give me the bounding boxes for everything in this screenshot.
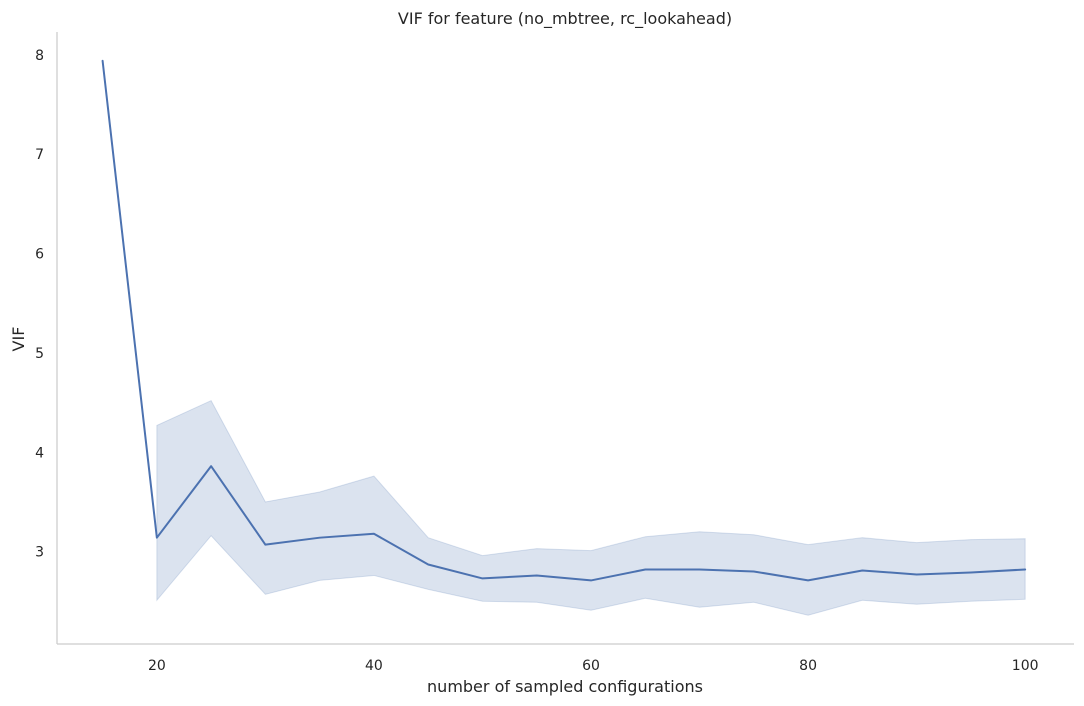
chart-title: VIF for feature (no_mbtree, rc_lookahead…	[398, 9, 732, 29]
y-tick-label: 7	[35, 147, 44, 163]
x-tick-label: 80	[799, 658, 817, 674]
confidence-band	[156, 399, 1026, 616]
series-line-layer	[101, 59, 1027, 582]
vif-series-line	[101, 59, 1027, 582]
y-tick-label: 3	[35, 545, 44, 561]
confidence-band-layer	[156, 399, 1026, 616]
x-tick-label: 20	[148, 658, 166, 674]
x-tick-labels: 20 40 60 80 100	[148, 658, 1039, 674]
y-tick-label: 6	[35, 247, 44, 263]
y-tick-label: 5	[35, 346, 44, 362]
y-tick-labels: 3 4 5 6 7 8	[35, 48, 44, 561]
y-tick-label: 8	[35, 48, 44, 64]
x-axis-label: number of sampled configurations	[427, 677, 703, 696]
x-tick-label: 40	[365, 658, 383, 674]
x-tick-label: 60	[582, 658, 600, 674]
y-tick-label: 4	[35, 445, 44, 461]
x-tick-label: 100	[1012, 658, 1039, 674]
y-axis-label: VIF	[9, 327, 28, 352]
